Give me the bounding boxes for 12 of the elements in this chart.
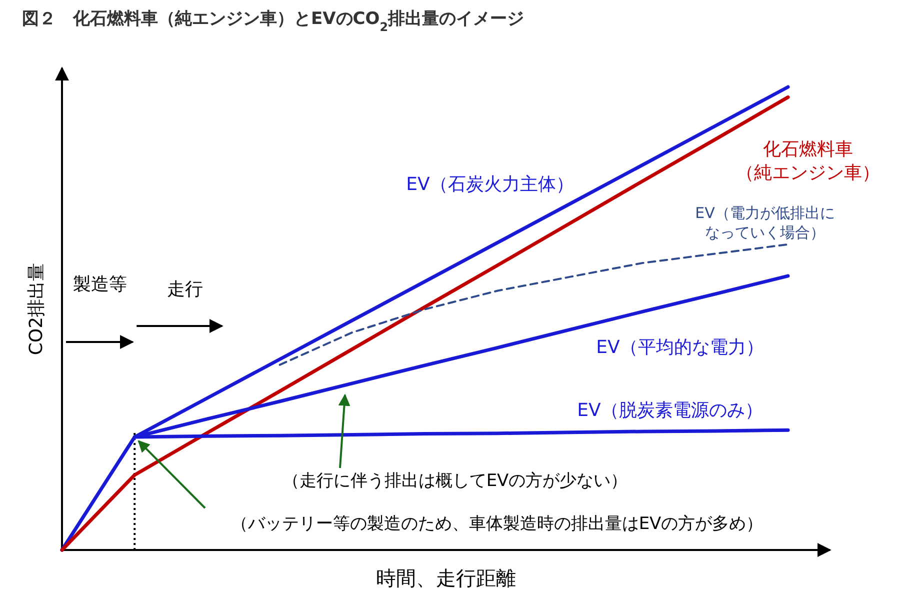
- y-axis-title: CO2排出量: [26, 262, 47, 356]
- series-label: EV（石炭火力主体）: [406, 174, 574, 195]
- series-label: EV（電力が低排出になっていく場合）: [695, 204, 835, 242]
- series-label: EV（脱炭素電源のみ）: [577, 400, 763, 421]
- series-label: EV（平均的な電力）: [596, 337, 764, 358]
- chart-title: 図２ 化石燃料車（純エンジン車）とEVのCO$_{2}$排出量のイメージ: [22, 9, 524, 34]
- annotation: 製造等: [73, 274, 127, 295]
- series-label: 化石燃料車（純エンジン車）: [736, 139, 880, 184]
- x-axis-title: 時間、走行距離: [376, 566, 516, 590]
- annotation: （走行に伴う排出は概してEVの方が少ない）: [282, 471, 628, 491]
- annotation: （バッテリー等の製造のため、車体製造時の排出量はEVの方が多め）: [230, 514, 764, 534]
- annotation: 走行: [167, 279, 203, 300]
